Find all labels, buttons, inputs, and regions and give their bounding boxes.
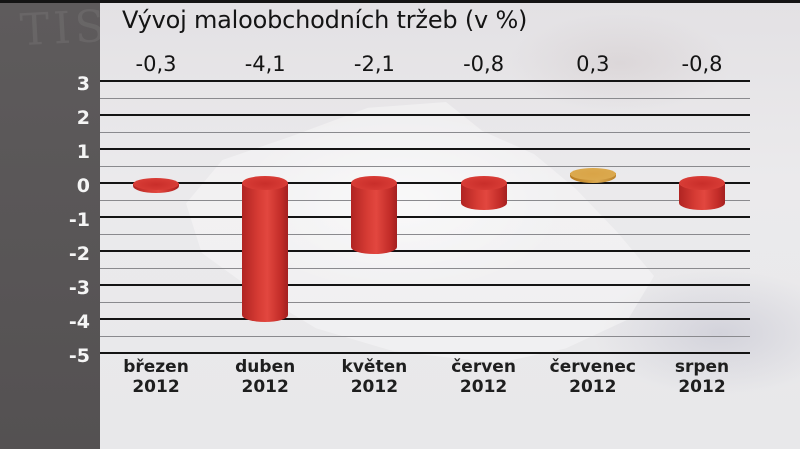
- gridline-minor: [100, 336, 750, 337]
- y-tick-label: 3: [76, 73, 90, 95]
- month-label: srpen: [674, 357, 730, 377]
- month-label: červen: [451, 357, 516, 377]
- gridline-major: [100, 80, 750, 82]
- value-label: 0,3: [576, 52, 610, 76]
- banknote-watermark: TIS: [18, 0, 111, 57]
- y-tick-label: 0: [76, 175, 90, 197]
- bar-5: [569, 167, 616, 183]
- gridline-major: [100, 182, 750, 184]
- year-label: 2012: [132, 377, 180, 397]
- top-border: [0, 0, 800, 3]
- year-label: 2012: [241, 377, 289, 397]
- year-label: 2012: [350, 377, 399, 397]
- value-label: -0,3: [135, 52, 177, 76]
- year-label: 2012: [459, 377, 508, 397]
- y-tick-label: -2: [68, 243, 90, 265]
- month-label: květen: [341, 357, 408, 377]
- gridline-major: [100, 352, 750, 354]
- month-label: červenec: [549, 357, 636, 377]
- y-tick-label: 2: [76, 107, 90, 129]
- gridline-major: [100, 318, 750, 320]
- x-tick-label: červenec 2012: [543, 357, 643, 397]
- value-label: -4,1: [244, 52, 286, 76]
- bar-1: [133, 177, 179, 194]
- y-tick-label: 1: [76, 141, 90, 163]
- gridline-minor: [100, 166, 750, 167]
- bar-3: [351, 175, 398, 255]
- x-tick-label: březen 2012: [106, 357, 206, 397]
- gridline-minor: [100, 200, 750, 201]
- value-label: -2,1: [353, 52, 395, 76]
- value-label: -0,8: [681, 52, 723, 76]
- y-tick-label: -1: [68, 209, 90, 231]
- gridline-minor: [100, 234, 750, 235]
- month-label: duben: [235, 357, 296, 377]
- y-tick-label: -4: [68, 311, 90, 333]
- y-tick-label: -3: [68, 277, 90, 299]
- chart-title: Vývoj maloobchodních tržeb (v %): [122, 6, 528, 34]
- bar-2: [242, 175, 289, 323]
- gridline-minor: [100, 302, 750, 303]
- gridline-minor: [100, 132, 750, 133]
- x-tick-label: srpen 2012: [652, 357, 752, 397]
- gridline-major: [100, 284, 750, 286]
- x-tick-label: květen 2012: [324, 357, 424, 397]
- x-tick-label: duben 2012: [215, 357, 315, 397]
- gridline-major: [100, 250, 750, 252]
- y-tick-label: -5: [68, 345, 90, 367]
- gridline-major: [100, 216, 750, 218]
- value-label: -0,8: [463, 52, 505, 76]
- year-label: 2012: [678, 377, 726, 397]
- gridline-minor: [100, 268, 750, 269]
- gridline-major: [100, 148, 750, 150]
- chart-background: [100, 3, 800, 449]
- month-label: březen: [123, 357, 189, 377]
- gridline-major: [100, 114, 750, 116]
- x-tick-label: červen 2012: [434, 357, 534, 397]
- bar-6: [679, 175, 725, 211]
- y-axis-panel: TIS: [0, 1, 110, 449]
- bar-4: [460, 175, 507, 211]
- year-label: 2012: [569, 377, 617, 397]
- gridline-minor: [100, 98, 750, 99]
